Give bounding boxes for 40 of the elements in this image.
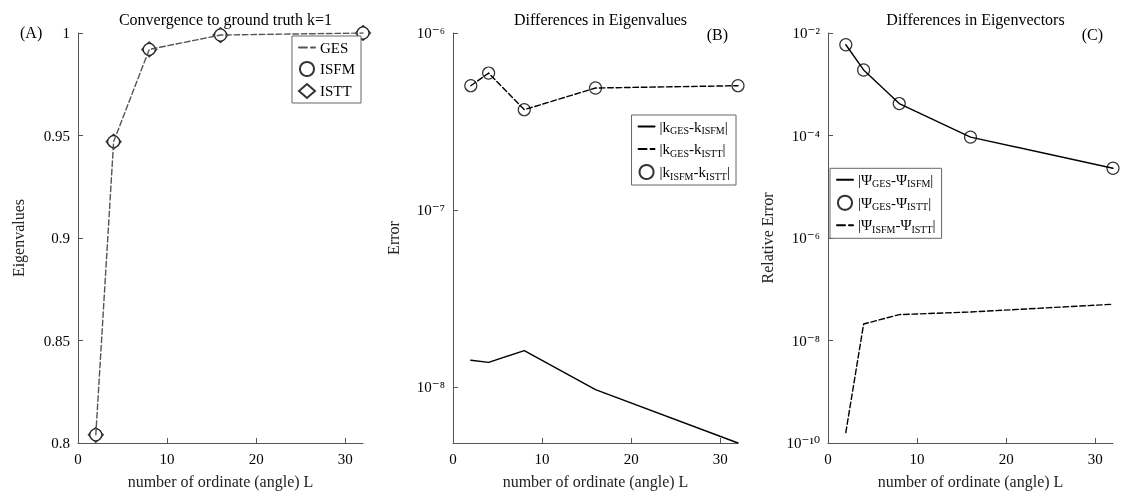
x-tick-label: 0 xyxy=(824,450,832,467)
y-tick-label: 10⁻⁷ xyxy=(416,202,445,219)
text: (A) xyxy=(20,23,43,42)
x-tick-label: 20 xyxy=(623,450,639,467)
annotation: (C) xyxy=(1081,25,1103,44)
x-tick-label: 20 xyxy=(248,450,264,467)
y-axis-title: Relative Error xyxy=(759,191,777,284)
chart-title: Differences in Eigenvectors xyxy=(886,10,1065,29)
y-tick-label: 10⁻⁸ xyxy=(416,379,445,396)
x-axis-title: number of ordinate (angle) L xyxy=(502,472,689,491)
chart-title: Convergence to ground truth k=1 xyxy=(118,10,333,29)
legend-label: GES xyxy=(319,39,349,56)
chart-title: Differences in Eigenvalues xyxy=(514,10,687,29)
x-tick-label: 30 xyxy=(337,450,353,467)
x-tick-label: 30 xyxy=(712,450,728,467)
x-tick-label: 30 xyxy=(1087,450,1103,467)
x-axis-title: number of ordinate (angle) L xyxy=(877,472,1064,491)
y-tick-label: 0.8 xyxy=(51,435,70,451)
y-tick-label: 10⁻⁸ xyxy=(791,332,820,349)
y-tick-label: 10⁻⁴ xyxy=(791,127,820,144)
y-tick-label: 10⁻² xyxy=(792,25,821,41)
x-tick-label: 0 xyxy=(74,450,82,467)
y-tick-label: 0.85 xyxy=(43,332,70,349)
y-tick-label: 0.95 xyxy=(43,127,70,144)
y-tick-label: 10⁻⁶ xyxy=(416,25,445,41)
x-tick-label: 10 xyxy=(159,450,175,467)
y-tick-label: 10⁻⁶ xyxy=(791,230,820,246)
x-axis-title: number of ordinate (angle) L xyxy=(127,472,314,491)
x-tick-label: 10 xyxy=(909,450,925,467)
x-tick-label: 10 xyxy=(534,450,550,467)
y-tick-label: 0.9 xyxy=(51,230,70,246)
y-tick-label: 1 xyxy=(62,25,70,41)
y-axis-title: Eigenvalues xyxy=(9,198,28,278)
x-tick-label: 0 xyxy=(449,450,457,467)
legend-label: ISTT xyxy=(319,83,352,99)
y-axis-title: Error xyxy=(384,220,402,255)
annotation: (B) xyxy=(706,25,728,44)
x-tick-label: 20 xyxy=(998,450,1014,467)
legend-label: ISFM xyxy=(319,61,356,77)
y-tick-label: 10⁻¹⁰ xyxy=(786,435,820,451)
